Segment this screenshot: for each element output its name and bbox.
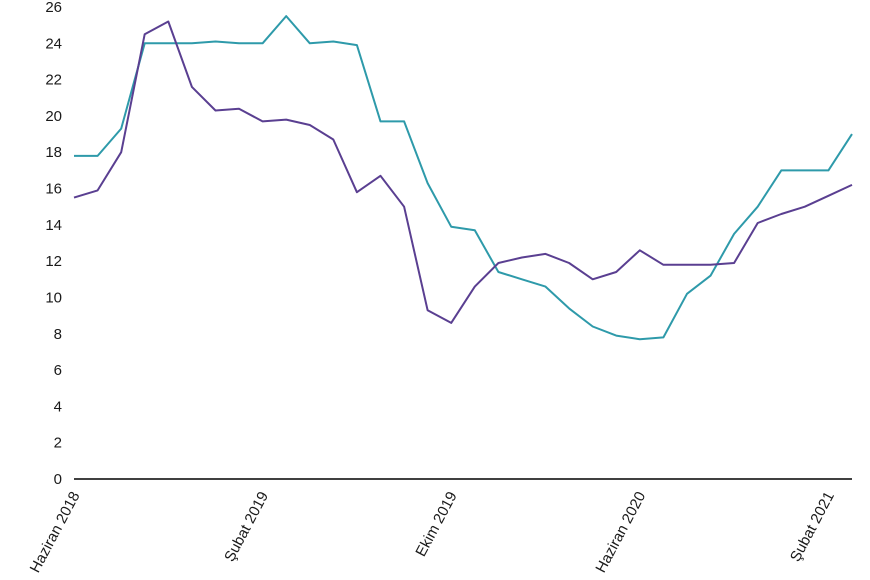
series-layer [73, 15, 853, 341]
y-tick-label: 2 [54, 435, 62, 452]
y-tick-label: 0 [54, 471, 62, 488]
y-tick-label: 20 [45, 108, 62, 125]
y-tick-label: 12 [45, 253, 62, 270]
y-tick-label: 24 [45, 35, 62, 52]
y-tick-label: 10 [45, 289, 62, 306]
y-tick-label: 16 [45, 181, 62, 198]
series-line-1 [74, 15, 853, 341]
y-tick-label: 26 [45, 0, 62, 16]
x-tick-label: Haziran 2018 [27, 489, 84, 576]
y-tick-label: 6 [54, 362, 62, 379]
y-tick-label: 18 [45, 144, 62, 161]
x-tick-label: Şubat 2021 [787, 489, 838, 565]
x-tick-label: Haziran 2020 [592, 489, 649, 576]
x-tick-label: Ekim 2019 [412, 489, 460, 560]
y-tick-label: 22 [45, 72, 62, 89]
y-tick-label: 4 [54, 398, 62, 415]
series-line-2 [73, 20, 853, 324]
y-tick-label: 14 [45, 217, 62, 234]
x-axis-tick-labels: Haziran 2018 Şubat 2019 Ekim 2019 Haziran 2… [27, 489, 838, 576]
y-tick-label: 8 [54, 326, 62, 343]
x-tick-label: Şubat 2019 [221, 489, 272, 565]
